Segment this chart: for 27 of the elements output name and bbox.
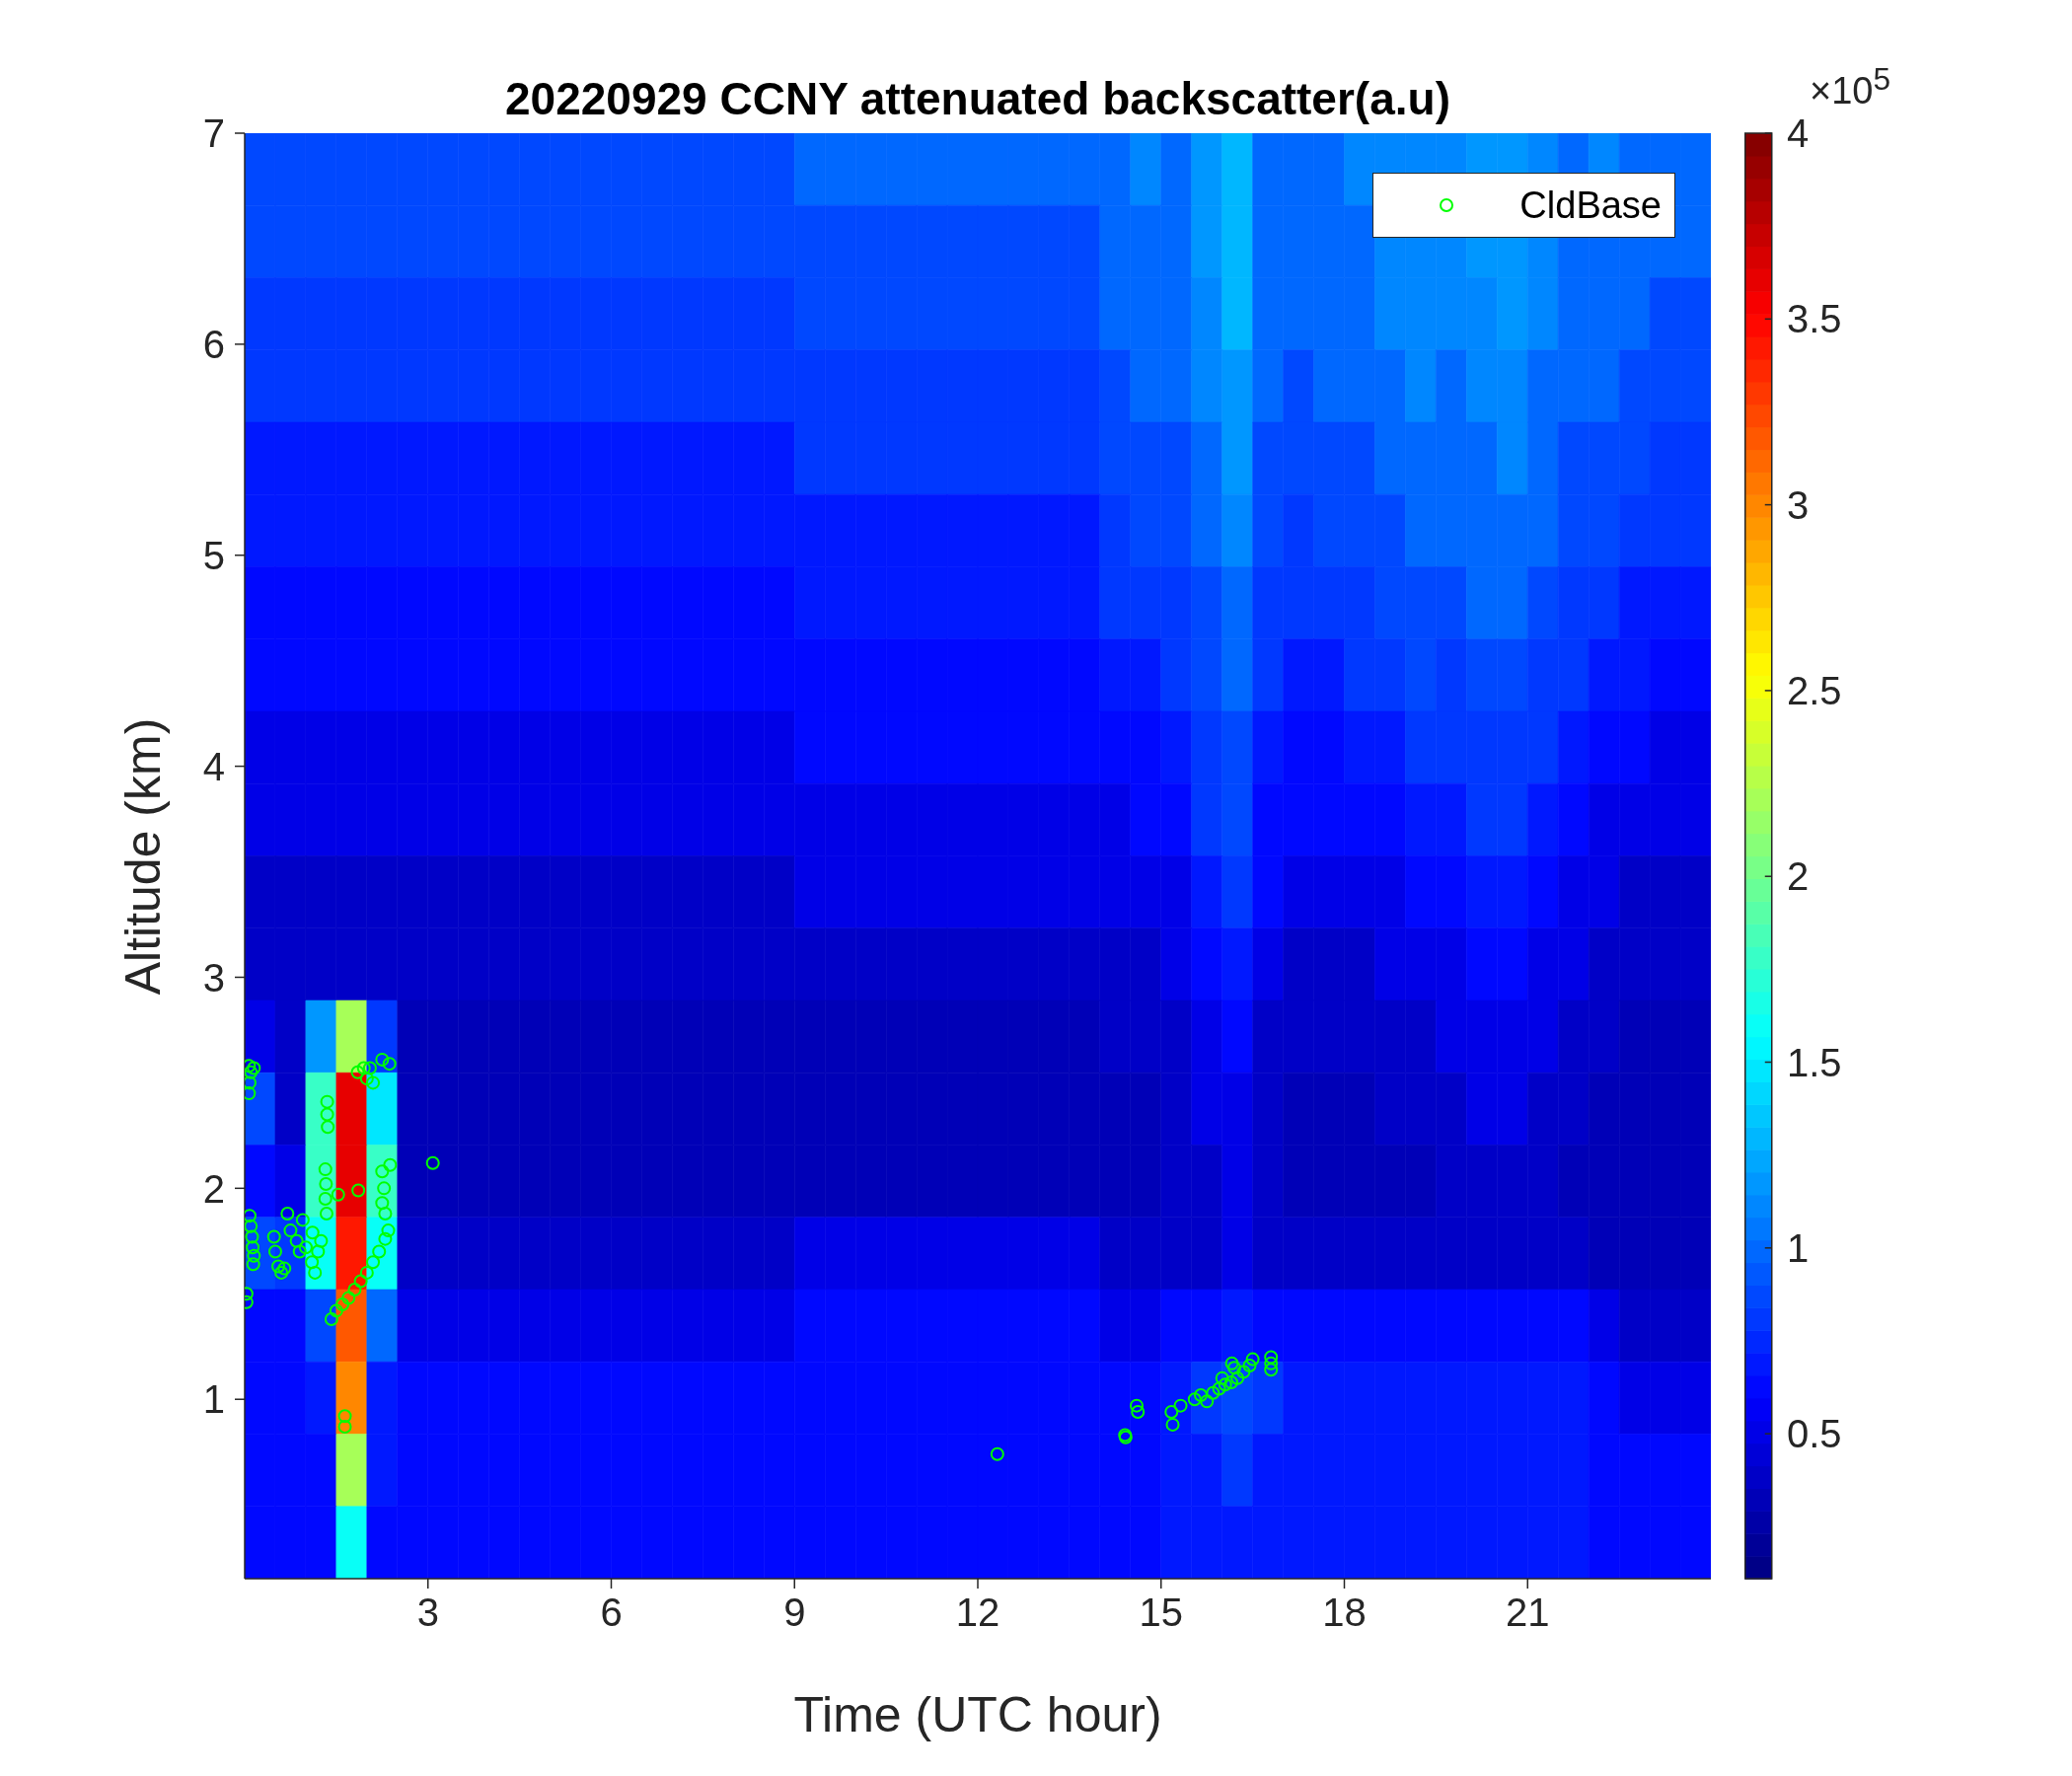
y-tick-label: 7 — [202, 111, 225, 156]
y-tick-label: 3 — [202, 955, 225, 999]
x-tick-label: 21 — [1506, 1591, 1550, 1635]
y-tick-label: 1 — [202, 1377, 225, 1422]
color-bar-label: 0.5 — [1787, 1412, 1842, 1456]
x-tick-label: 18 — [1322, 1591, 1367, 1635]
x-tick-label: 12 — [955, 1591, 1000, 1635]
x-tick-label: 9 — [783, 1591, 806, 1635]
x-tick-label: 6 — [600, 1591, 623, 1635]
color-bar-label: 1.5 — [1787, 1040, 1842, 1084]
x-tick-label: 15 — [1139, 1591, 1183, 1635]
x-axis-title: Time (UTC hour) — [792, 1686, 1163, 1744]
color-bar-label: 3 — [1787, 482, 1810, 527]
color-bar-label: 2.5 — [1787, 668, 1842, 712]
color-bar-label: 2 — [1787, 854, 1810, 899]
color-bar-label: 3.5 — [1787, 297, 1842, 341]
x-tick-label: 3 — [416, 1591, 439, 1635]
y-axis-title: Altitude (km) — [114, 717, 172, 995]
y-tick-label: 4 — [202, 744, 225, 788]
y-tick-label: 2 — [202, 1166, 225, 1211]
y-tick-label: 6 — [202, 323, 225, 367]
y-tick-label: 5 — [202, 533, 225, 577]
color-bar-title: ×10$^{5}$ — [1810, 60, 1891, 112]
legend-label: CldBase — [1519, 184, 1662, 228]
color-bar-label: 4 — [1787, 111, 1810, 155]
chart-title: 20220929 CCNY attenuated backscatter(a.u) — [505, 73, 1450, 124]
color-bar-label: 1 — [1787, 1225, 1810, 1270]
